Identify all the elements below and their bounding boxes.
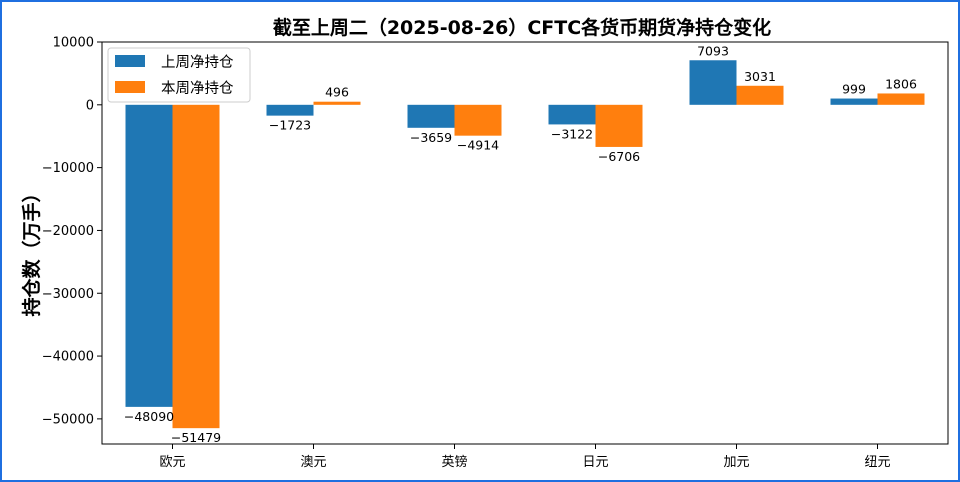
bar-this-week-5 [877,93,925,105]
data-label-this-week-5: 1806 [885,76,917,91]
legend-label-last-week: 上周净持仓 [161,54,234,71]
bar-this-week-4 [736,85,784,105]
data-label-last-week-0: −48090 [124,409,174,424]
x-tick-label: 澳元 [300,454,326,470]
data-labels-layer: −48090 −1723 −3659 −3122 7093 999 −51479 496 −49… [124,43,917,445]
legend: 上周净持仓 本周净持仓 [107,47,251,103]
data-label-this-week-1: 496 [325,85,349,100]
data-label-last-week-2: −3659 [410,130,452,145]
y-axis: 10000 0 −10000 −20000 −30000 −40000 −50000 [42,36,102,427]
y-tick-label: −10000 [42,161,94,176]
data-label-last-week-4: 7093 [697,43,729,58]
y-tick-label: −30000 [42,287,94,302]
bar-last-week-1 [266,104,314,116]
data-label-this-week-0: −51479 [171,430,221,445]
y-tick-label: 0 [86,98,94,113]
bar-last-week-0 [125,104,173,407]
y-tick-label: −20000 [42,224,94,239]
x-tick-label: 日元 [582,455,608,470]
data-label-this-week-4: 3031 [744,69,776,84]
bar-this-week-1 [313,101,361,105]
bar-this-week-2 [454,104,502,136]
data-label-this-week-3: −6706 [598,149,640,164]
y-tick-label: −50000 [42,412,94,427]
y-axis-label: 持仓数（万手） [20,183,43,316]
x-tick-label: 纽元 [864,455,890,470]
x-tick-label: 英镑 [441,454,467,470]
bar-this-week-3 [595,104,643,147]
legend-swatch-last-week [115,55,145,67]
x-tick-label: 加元 [723,455,749,470]
x-tick-label: 欧元 [159,455,185,470]
data-label-last-week-1: −1723 [269,118,311,133]
bar-last-week-2 [407,104,455,128]
bar-last-week-5 [830,98,878,105]
y-tick-label: 10000 [53,36,94,51]
chart-title: 截至上周二（2025-08-26）CFTC各货币期货净持仓变化 [273,16,771,39]
bar-last-week-4 [689,60,737,105]
legend-swatch-this-week [115,81,145,93]
bar-this-week-0 [172,104,220,429]
data-label-this-week-2: −4914 [457,138,499,153]
data-label-last-week-5: 999 [842,82,866,97]
bar-last-week-3 [548,104,596,125]
y-tick-label: −40000 [42,350,94,365]
plot-area-frame [101,41,949,445]
legend-label-this-week: 本周净持仓 [161,80,234,97]
x-axis: 欧元 澳元 英镑 日元 加元 纽元 [159,444,891,470]
data-label-last-week-3: −3122 [551,126,593,141]
bars-layer [125,60,925,429]
